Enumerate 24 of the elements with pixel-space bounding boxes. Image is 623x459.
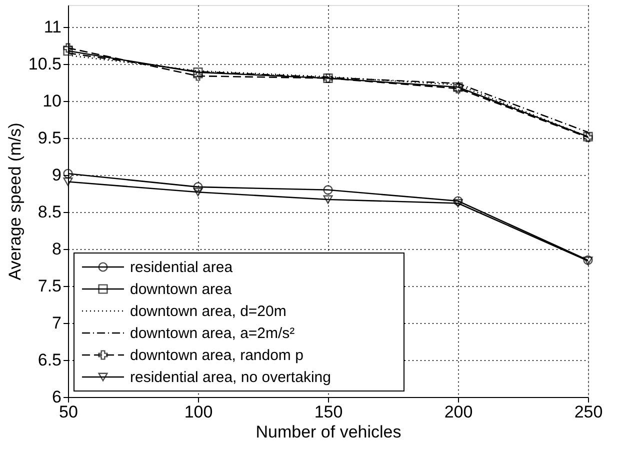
legend-label: downtown area, d=20m [130,303,286,320]
y-tick-label: 10 [42,92,62,111]
legend-label: downtown area [130,281,232,298]
legend-label: downtown area, random p [130,347,304,364]
y-tick-label: 9.5 [38,128,62,148]
x-tick-label: 250 [574,402,603,422]
x-tick-label: 50 [59,402,78,422]
x-tick-label: 150 [314,402,343,422]
y-tick-label: 11 [44,18,62,37]
y-tick-label: 10.5 [28,54,62,74]
legend-label: residential area [130,259,234,276]
y-tick-label: 7.5 [38,276,62,296]
y-tick-label: 8.5 [38,202,62,222]
y-tick-label: 8 [52,240,62,259]
y-tick-label: 6 [52,388,62,406]
x-axis-title: Number of vehicles [256,422,402,442]
y-tick-label: 6.5 [38,350,62,370]
x-tick-label: 200 [444,402,473,422]
y-tick-label: 9 [52,166,62,185]
legend-label: downtown area, a=2m/s² [130,325,295,342]
x-tick-label: 100 [184,402,213,422]
y-tick-label: 7 [52,314,62,333]
y-axis-title: Average speed (m/s) [5,122,24,280]
legend-label: residential area, no overtaking [130,369,331,386]
